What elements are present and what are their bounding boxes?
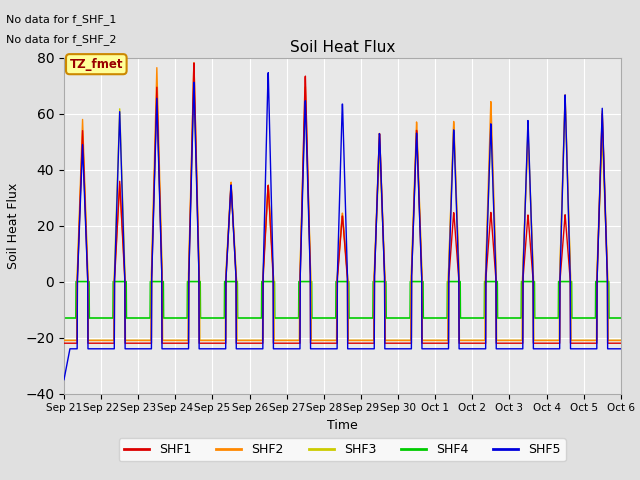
Y-axis label: Soil Heat Flux: Soil Heat Flux — [6, 182, 20, 269]
Text: TZ_fmet: TZ_fmet — [70, 58, 123, 71]
Legend: SHF1, SHF2, SHF3, SHF4, SHF5: SHF1, SHF2, SHF3, SHF4, SHF5 — [119, 438, 566, 461]
Text: No data for f_SHF_1: No data for f_SHF_1 — [6, 14, 116, 25]
X-axis label: Time: Time — [327, 419, 358, 432]
Title: Soil Heat Flux: Soil Heat Flux — [290, 40, 395, 55]
Text: No data for f_SHF_2: No data for f_SHF_2 — [6, 34, 117, 45]
